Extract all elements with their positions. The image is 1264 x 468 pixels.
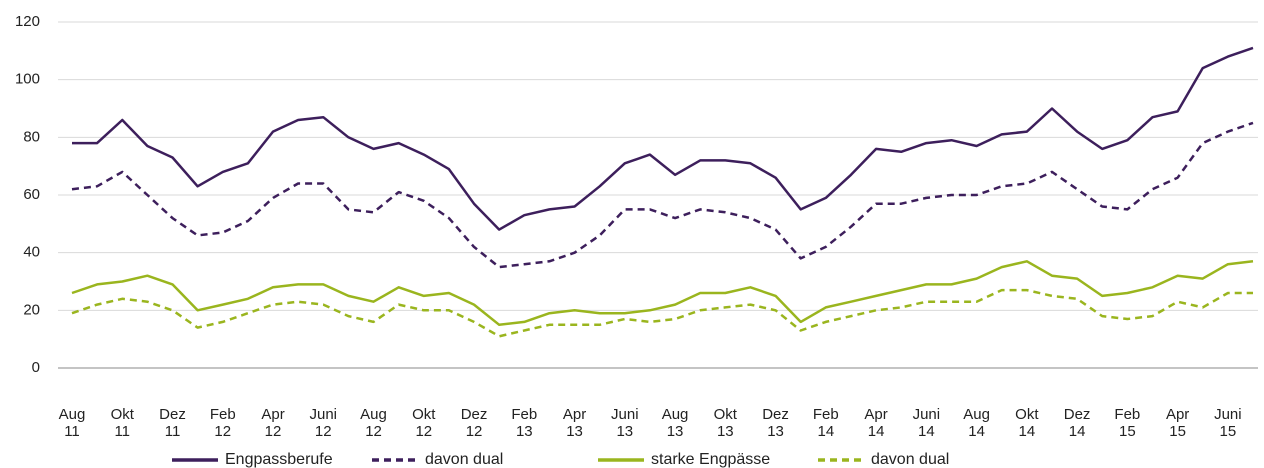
x-tick-label: Juni 13 — [611, 406, 639, 440]
series-line — [72, 46, 1254, 231]
y-tick-label: 100 — [15, 71, 40, 88]
x-tick-label: Apr 15 — [1166, 406, 1189, 440]
y-tick-label: 60 — [23, 186, 40, 203]
legend-label: davon dual — [871, 451, 949, 468]
series-line — [71, 121, 1254, 269]
x-tick-label: Juni 14 — [913, 406, 941, 440]
x-tick-label: Aug 12 — [360, 406, 387, 440]
legend-label: starke Engpässe — [651, 451, 770, 468]
x-tick-label: Juni 15 — [1214, 406, 1242, 440]
x-tick-label: Feb 15 — [1114, 406, 1140, 440]
x-tick-label: Aug 13 — [662, 406, 689, 440]
x-tick-label: Apr 12 — [261, 406, 284, 440]
series-line — [71, 288, 1253, 338]
y-tick-label: 120 — [15, 13, 40, 30]
x-tick-label: Feb 14 — [813, 406, 839, 440]
x-tick-label: Juni 12 — [310, 406, 338, 440]
x-tick-label: Dez 13 — [762, 406, 789, 440]
legend-label: Engpassberufe — [225, 451, 333, 468]
x-tick-label: Okt 11 — [111, 406, 135, 440]
x-tick-label: Aug 11 — [59, 406, 86, 440]
x-tick-label: Dez 14 — [1064, 406, 1091, 440]
x-tick-label: Apr 14 — [864, 406, 887, 440]
x-tick-label: Okt 13 — [714, 406, 738, 440]
x-tick-label: Dez 11 — [159, 406, 186, 440]
x-tick-label: Feb 13 — [511, 406, 537, 440]
y-tick-label: 80 — [23, 128, 40, 145]
x-tick-label: Apr 13 — [563, 406, 586, 440]
series-line — [71, 260, 1254, 327]
y-tick-label: 20 — [23, 301, 40, 318]
y-tick-label: 0 — [32, 359, 40, 376]
x-tick-label: Okt 12 — [412, 406, 436, 440]
x-tick-label: Dez 12 — [461, 406, 488, 440]
x-tick-label: Aug 14 — [963, 406, 990, 440]
x-tick-label: Okt 14 — [1015, 406, 1039, 440]
y-tick-label: 40 — [23, 244, 40, 261]
x-tick-label: Feb 12 — [210, 406, 236, 440]
legend-label: davon dual — [425, 451, 503, 468]
